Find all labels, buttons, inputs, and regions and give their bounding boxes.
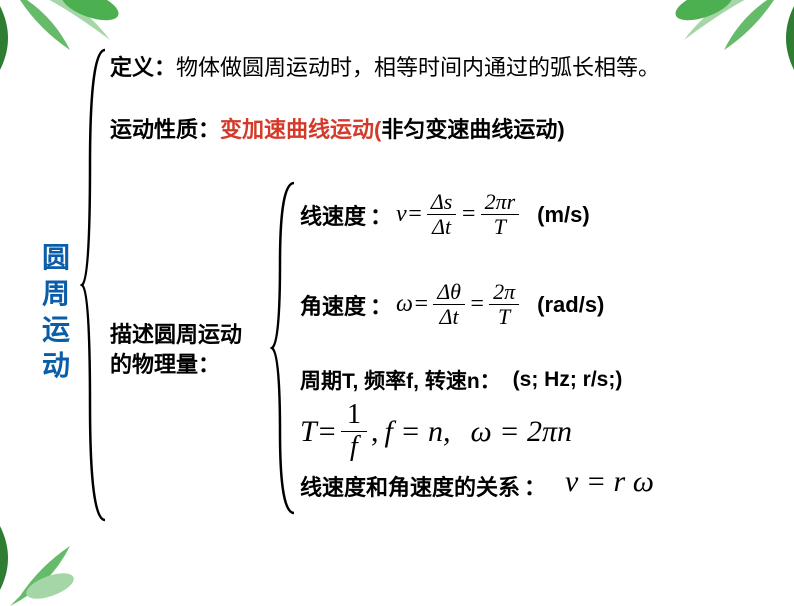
- av-formula: ω = Δθ Δt = 2π T: [396, 280, 523, 329]
- lv-formula: v = Δs Δt = 2πr T: [396, 190, 523, 239]
- lv-f1d: Δt: [428, 215, 455, 239]
- lv-colon: ：: [370, 199, 392, 231]
- period-row: 周期T, 频率f, 转速n： (s; Hz; r/s;): [300, 365, 622, 395]
- content-area: 定义 ： 物体做圆周运动时，相等时间内通过的弧长相等。 运动性质： 变加速曲线运…: [40, 50, 754, 162]
- period-formula-row: T = 1 f , f = n, ω = 2πn: [300, 400, 572, 463]
- av-unit: (rad/s): [537, 292, 604, 318]
- rel-formula: v = r ω: [565, 465, 654, 499]
- pf-omega: ω = 2πn: [471, 415, 572, 449]
- pf-den: f: [344, 432, 364, 463]
- lv-label: 线速度: [300, 199, 366, 231]
- period-unit: (s; Hz; r/s;): [513, 368, 623, 392]
- av-label: 角速度: [300, 289, 366, 321]
- lv-unit: (m/s): [537, 202, 590, 228]
- relation-formula-row: v = r ω: [565, 465, 654, 499]
- lv-frac2: 2πr T: [481, 190, 520, 239]
- rel-colon: ：: [524, 470, 546, 502]
- quantities-label-l1: 描述圆周运动: [110, 320, 242, 350]
- av-f2n: 2π: [489, 280, 519, 304]
- relation-row: 线速度和角速度的关系 ：: [300, 470, 546, 502]
- nature-red: 变加速曲线运动(: [220, 112, 381, 144]
- av-var: ω: [396, 291, 413, 318]
- quantities-label-l2: 的物理量：: [110, 350, 242, 380]
- brace-quantities: [270, 178, 298, 518]
- period-label: 周期T, 频率f, 转速n：: [300, 365, 501, 395]
- lv-eq1: =: [407, 201, 423, 228]
- pf-frac: 1 f: [341, 400, 367, 463]
- pf-T: T: [300, 415, 317, 449]
- av-eq1: =: [413, 291, 429, 318]
- leaf-bottom-left: [0, 526, 90, 606]
- pf-num: 1: [341, 400, 367, 431]
- angular-velocity-row: 角速度 ： ω = Δθ Δt = 2π T (rad/s): [300, 280, 604, 329]
- pf-comma: ,: [371, 415, 379, 449]
- definition-line: 定义 ： 物体做圆周运动时，相等时间内通过的弧长相等。: [110, 50, 754, 82]
- nature-black: 非匀变速曲线运动): [381, 112, 564, 144]
- lv-var: v: [396, 201, 407, 228]
- lv-f1n: Δs: [427, 190, 456, 214]
- av-frac2: 2π T: [489, 280, 519, 329]
- av-colon: ：: [370, 289, 392, 321]
- av-frac1: Δθ Δt: [433, 280, 465, 329]
- lv-eq2: =: [460, 201, 476, 228]
- definition-label: 定义: [110, 50, 154, 82]
- quantities-label: 描述圆周运动 的物理量：: [110, 320, 242, 380]
- definition-text: 物体做圆周运动时，相等时间内通过的弧长相等。: [176, 50, 660, 82]
- av-eq2: =: [469, 291, 485, 318]
- lv-f2n: 2πr: [481, 190, 520, 214]
- lv-f2d: T: [490, 215, 510, 239]
- pf-formula: T = 1 f , f = n, ω = 2πn: [300, 400, 572, 463]
- linear-velocity-row: 线速度 ： v = Δs Δt = 2πr T (m/s): [300, 190, 590, 239]
- definition-colon: ：: [154, 50, 176, 82]
- nature-label: 运动性质：: [110, 112, 220, 144]
- av-f2d: T: [494, 305, 514, 329]
- main-title: 圆周运动: [42, 240, 72, 384]
- av-f1n: Δθ: [433, 280, 465, 304]
- nature-line: 运动性质： 变加速曲线运动( 非匀变速曲线运动): [110, 112, 754, 144]
- lv-frac1: Δs Δt: [427, 190, 456, 239]
- pf-feqn: f = n,: [384, 415, 450, 449]
- rel-label: 线速度和角速度的关系: [300, 470, 520, 502]
- av-f1d: Δt: [436, 305, 463, 329]
- pf-eq: =: [317, 415, 337, 449]
